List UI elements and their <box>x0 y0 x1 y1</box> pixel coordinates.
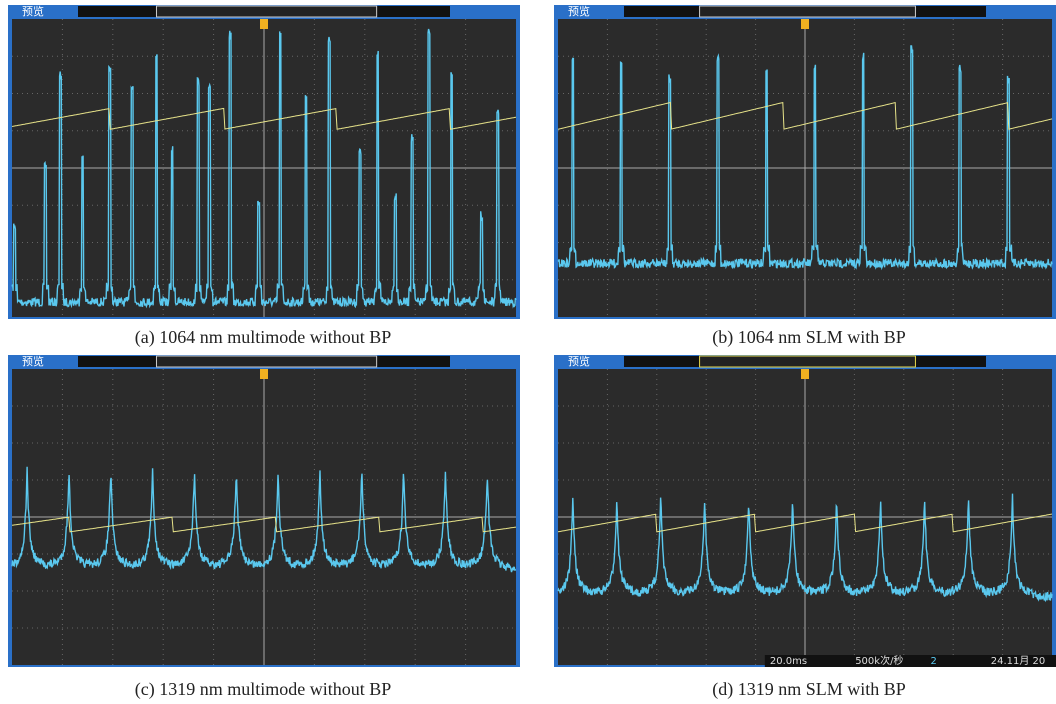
status-text: 24.11月 20 <box>991 655 1046 667</box>
oscilloscope-screen: 预览 <box>8 5 520 319</box>
status-text: 500k次/秒 <box>855 654 903 667</box>
trigger-marker <box>260 369 268 379</box>
caption: (b) 1064 nm SLM with BP <box>554 327 1056 348</box>
caption: (a) 1064 nm multimode without BP <box>8 327 518 348</box>
oscilloscope-screen: 预览 20.0ms 500k次/秒 2 24.11月 20 <box>554 355 1056 667</box>
preview-label: 预览 <box>22 5 44 18</box>
preview-label: 预览 <box>568 355 590 368</box>
trigger-marker <box>801 19 809 29</box>
caption: (d) 1319 nm SLM with BP <box>554 679 1056 700</box>
preview-label: 预览 <box>568 5 590 18</box>
trigger-window <box>156 356 376 367</box>
status-text: 2 <box>931 656 937 667</box>
page: {"panels": [ {"label": "预览", "caption": … <box>0 0 1056 704</box>
oscilloscope-screen: 预览 <box>554 5 1056 319</box>
oscilloscope-screen: 预览 <box>8 355 520 667</box>
status-text: 20.0ms <box>770 656 807 667</box>
preview-label: 预览 <box>22 355 44 368</box>
trigger-window <box>156 6 376 17</box>
trigger-window <box>700 356 916 367</box>
trigger-marker <box>260 19 268 29</box>
trigger-window <box>700 6 916 17</box>
caption: (c) 1319 nm multimode without BP <box>8 679 518 700</box>
trigger-marker <box>801 369 809 379</box>
